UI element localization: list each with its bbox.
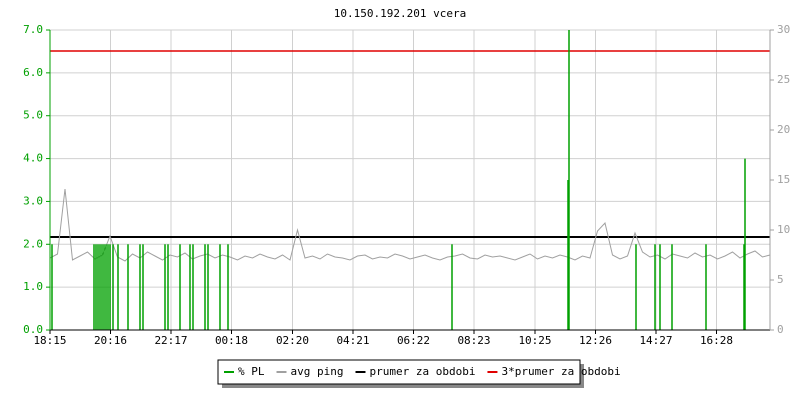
x-tick-label: 18:15 — [33, 334, 66, 347]
y2-tick-label: 20 — [777, 123, 790, 136]
x-tick-label: 10:25 — [518, 334, 551, 347]
x-tick-label: 00:18 — [215, 334, 248, 347]
legend-box — [217, 359, 581, 385]
legend-label: avg ping — [291, 365, 344, 378]
y2-tick-label: 15 — [777, 173, 790, 186]
y-tick-label: 4.0 — [23, 152, 43, 165]
y-tick-label: 2.0 — [23, 237, 43, 250]
chart-title: 10.150.192.201 vcera — [334, 7, 466, 20]
legend-label: % PL — [238, 365, 265, 378]
x-tick-label: 06:22 — [397, 334, 430, 347]
y2-tick-label: 0 — [777, 323, 784, 336]
axes: 0.0 1.0 2.0 3.0 4.0 5.0 6.0 7.0 0 5 10 15 20 25 30 18:1… — [23, 23, 790, 347]
y-tick-label: 0.0 — [23, 323, 43, 336]
plot — [49, 30, 771, 330]
y2-tick-label: 10 — [777, 223, 790, 236]
legend-label: prumer za obdobi — [369, 365, 475, 378]
x-tick-label: 12:26 — [579, 334, 612, 347]
ping-line — [49, 188, 771, 262]
y2-tick-label: 5 — [777, 273, 784, 286]
x-tick-label: 04:21 — [336, 334, 369, 347]
x-tick-label: 16:28 — [700, 334, 733, 347]
y-tick-label: 3.0 — [23, 194, 43, 207]
y-tick-label: 6.0 — [23, 66, 43, 79]
x-tick-label: 20:16 — [94, 334, 127, 347]
y-tick-label: 1.0 — [23, 280, 43, 293]
y2-tick-label: 30 — [777, 23, 790, 36]
x-tick-label: 02:20 — [276, 334, 309, 347]
legend-label: 3*prumer za obdobi — [501, 365, 620, 378]
y-tick-label: 5.0 — [23, 109, 43, 122]
x-tick-label: 22:17 — [154, 334, 187, 347]
y-tick-label: 7.0 — [23, 23, 43, 36]
y2-tick-label: 25 — [777, 73, 790, 86]
legend: % PL avg ping prumer za obdobi 3*prumer za … — [224, 365, 621, 378]
x-tick-label: 14:27 — [639, 334, 672, 347]
x-tick-label: 08:23 — [457, 334, 490, 347]
